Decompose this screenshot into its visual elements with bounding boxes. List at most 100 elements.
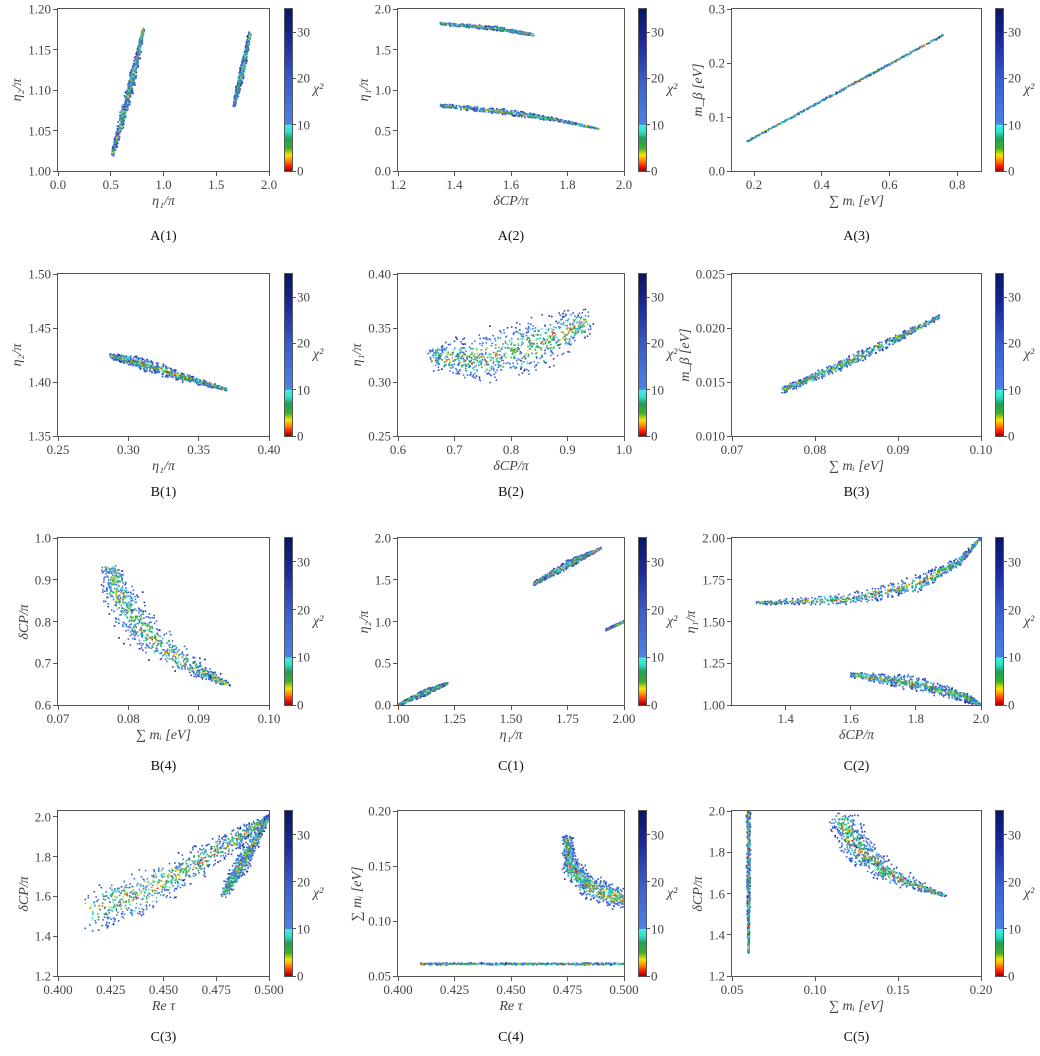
data-point [190,376,192,379]
data-point [770,127,772,130]
data-point [470,24,472,27]
data-point [196,382,199,385]
data-point [235,98,237,101]
data-point [132,77,134,80]
data-point [246,45,249,48]
data-point [125,109,128,112]
data-point [166,371,168,373]
data-point [450,23,452,26]
data-point [116,136,119,138]
data-point [131,69,134,71]
data-point [244,67,246,70]
data-point [500,369,502,371]
data-point [467,24,469,27]
data-point [120,117,123,119]
data-point [176,372,178,375]
data-point [239,83,242,86]
data-point [243,70,245,73]
data-point [127,95,129,98]
data-point [479,24,481,27]
data-point [442,106,444,109]
data-point [139,41,141,43]
data-point [578,124,581,127]
data-point [521,111,523,113]
data-point [446,23,449,26]
data-point [517,115,520,118]
data-point [462,25,465,28]
data-point [128,99,130,102]
data-point [531,345,534,348]
data-point [176,376,179,378]
data-point [129,87,131,90]
data-point [466,25,468,27]
data-point [582,125,584,127]
data-point [498,29,501,32]
data-point [119,356,122,358]
data-point [463,107,466,109]
data-point [496,109,499,112]
data-point [130,78,132,81]
data-point [193,378,196,381]
data-point [488,27,490,30]
data-point [432,370,435,372]
data-point [156,368,159,370]
data-point [847,85,850,87]
data-point [238,80,240,82]
data-point [131,362,133,364]
data-point [239,69,242,71]
data-point [139,46,142,48]
x-tick-mark [623,172,625,176]
data-point [504,30,506,32]
plot-area [57,8,270,172]
data-point [500,110,503,112]
data-point [884,65,886,67]
data-point [234,103,237,106]
data-point [200,380,203,383]
data-point [494,111,497,114]
data-point [444,23,447,26]
data-point [518,348,520,350]
data-point [131,83,133,86]
data-point [150,361,153,363]
data-point [125,100,127,103]
data-point [233,95,236,97]
data-point [239,79,242,81]
data-point [453,23,456,25]
data-point [444,22,446,24]
data-point [127,108,129,111]
data-point [460,357,462,360]
data-point [162,363,165,366]
data-point [492,111,495,113]
data-point [551,328,553,331]
data-point [494,27,497,29]
data-point [580,323,583,325]
data-point [485,109,488,111]
data-point [130,70,133,73]
data-point [492,29,495,31]
data-point [240,67,242,70]
data-point [131,90,134,93]
data-point [154,371,156,373]
data-point [472,24,474,27]
data-point [137,58,139,61]
data-point [572,123,574,125]
data-point [139,39,142,42]
data-point [543,115,546,118]
data-point [568,338,571,340]
data-point [139,363,142,365]
data-point [127,102,129,104]
data-point [112,354,114,356]
data-point [495,27,498,29]
data-point [125,99,127,102]
data-point [129,92,132,94]
data-point [836,92,839,94]
data-point [240,77,242,79]
data-point [130,77,132,80]
data-point [172,373,174,375]
data-point [475,26,477,29]
data-point [117,355,120,357]
data-point [156,366,159,368]
data-point [138,45,141,47]
data-point [122,106,124,109]
data-point [579,124,582,126]
